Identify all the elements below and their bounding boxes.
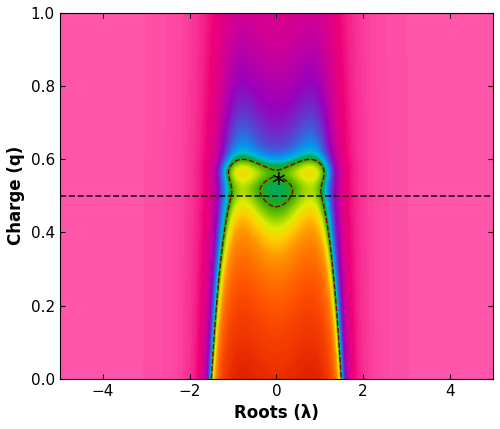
X-axis label: Roots (λ): Roots (λ) <box>234 404 319 422</box>
Text: $*$: $*$ <box>271 169 286 197</box>
Y-axis label: Charge (q): Charge (q) <box>7 146 25 245</box>
